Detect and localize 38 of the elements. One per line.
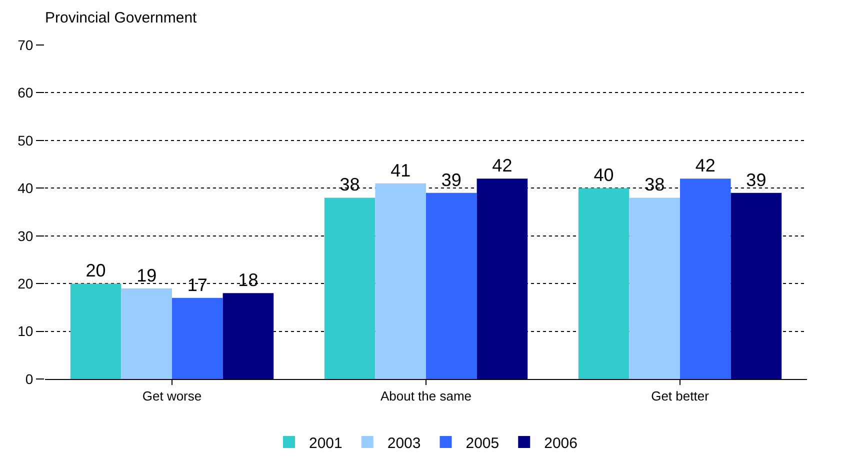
data-label: 40 (594, 165, 614, 186)
bar (121, 288, 172, 379)
bar (324, 198, 376, 379)
bar (578, 188, 630, 379)
x-tick-label: About the same (380, 388, 472, 404)
y-tick-label: 30 (18, 228, 34, 244)
legend-label: 2003 (387, 434, 421, 452)
y-tick-label: 60 (18, 84, 34, 101)
bar (629, 198, 680, 379)
data-label: 42 (492, 156, 512, 176)
data-label: 42 (695, 156, 716, 176)
bar (476, 178, 528, 379)
chart-title: Provincial Government (45, 9, 198, 26)
bar (680, 178, 731, 379)
legend-label: 2001 (309, 434, 342, 452)
x-tick-label: Get worse (142, 388, 202, 404)
x-tick-label: Get better (651, 388, 710, 404)
y-tick-label: 40 (18, 180, 34, 196)
y-tick-label: 10 (18, 323, 34, 340)
y-tick-label: 50 (18, 132, 34, 148)
data-label: 19 (136, 265, 157, 286)
data-label: 39 (441, 170, 462, 190)
bar (375, 183, 426, 379)
legend-label: 2005 (466, 434, 500, 452)
data-label: 41 (390, 160, 411, 180)
legend-label: 2006 (544, 434, 578, 452)
data-label: 17 (187, 274, 208, 295)
data-label: 20 (86, 260, 106, 281)
data-label: 38 (644, 174, 665, 195)
bar (70, 284, 122, 379)
y-tick-label: 0 (25, 370, 34, 387)
bar (426, 192, 477, 379)
y-tick-label: 20 (18, 275, 34, 292)
bar (730, 192, 782, 379)
data-label: 39 (746, 170, 766, 190)
y-tick-label: 70 (18, 36, 34, 53)
bar (172, 298, 223, 379)
bar (222, 293, 274, 379)
